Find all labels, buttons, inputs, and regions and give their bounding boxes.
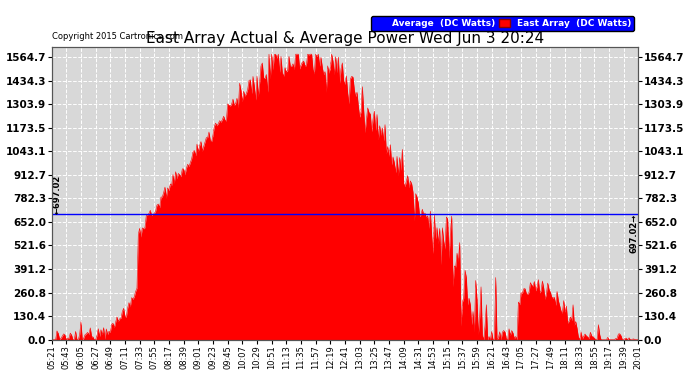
Text: Copyright 2015 Cartronics.com: Copyright 2015 Cartronics.com	[52, 32, 183, 41]
Legend: Average  (DC Watts), East Array  (DC Watts): Average (DC Watts), East Array (DC Watts…	[371, 16, 634, 31]
Title: East Array Actual & Average Power Wed Jun 3 20:24: East Array Actual & Average Power Wed Ju…	[146, 31, 544, 46]
Text: ←697.02: ←697.02	[53, 174, 62, 214]
Text: 697.02→: 697.02→	[629, 214, 638, 253]
